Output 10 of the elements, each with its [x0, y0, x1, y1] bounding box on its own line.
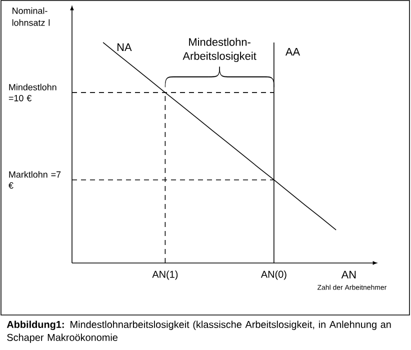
text: Abbildung1: Mindestlohnarbeitslosigkeit (klassische Arbeitslosigkeit, in Anlehnung an Schaper Makroökonomie — [6, 320, 391, 343]
x-tick-label: AN(1) — [152, 270, 178, 280]
x-tick-label: AN(0) — [260, 270, 286, 280]
annotation: Mindestlohn-Arbeitslosigkeit — [182, 38, 256, 62]
text: Mindestlohn =10 € — [8, 84, 56, 102]
series-label: AA — [285, 48, 300, 56]
x-axis-title: AN — [341, 270, 356, 278]
text: Marktlohn =7 € — [8, 171, 61, 189]
series-label: NA — [117, 43, 132, 51]
y-axis-title: Nominal-lohnsatz l — [12, 7, 50, 26]
